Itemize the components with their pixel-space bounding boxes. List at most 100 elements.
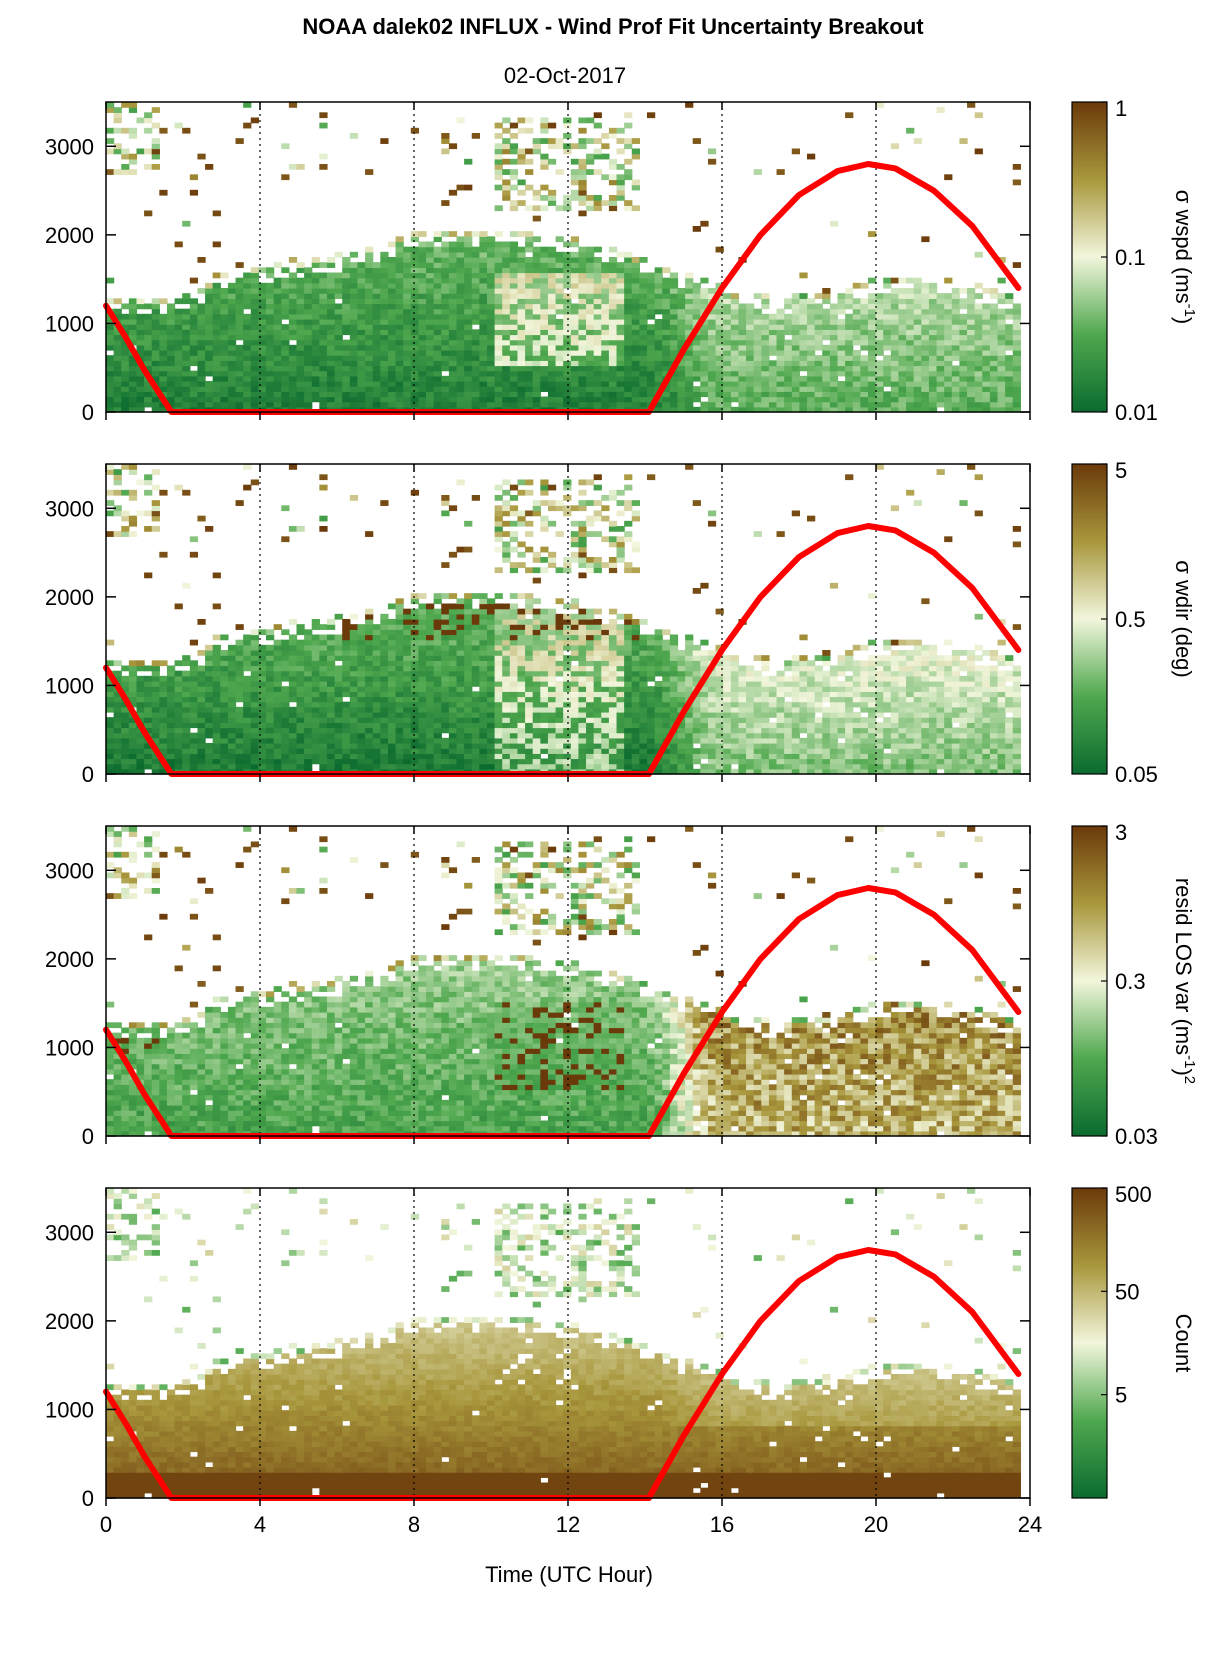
heatmap-cell xyxy=(662,350,670,356)
heatmap-cell xyxy=(571,252,579,258)
heatmap-cell xyxy=(304,329,312,335)
heatmap-cell xyxy=(304,335,312,341)
heatmap-cell xyxy=(380,671,388,677)
heatmap-cell xyxy=(319,314,327,320)
heatmap-cell xyxy=(738,381,746,387)
heatmap-cell xyxy=(197,402,205,408)
heatmap-cell xyxy=(403,376,411,382)
heatmap-cell xyxy=(479,604,487,610)
heatmap-cell xyxy=(441,319,449,325)
heatmap-cell xyxy=(434,350,442,356)
heatmap-cell xyxy=(799,345,807,351)
heatmap-cell xyxy=(617,273,625,279)
heatmap-cell xyxy=(190,386,198,392)
heatmap-cell xyxy=(441,712,449,718)
heatmap-cell xyxy=(944,381,952,387)
heatmap-cell xyxy=(510,262,518,268)
heatmap-cell xyxy=(738,304,746,310)
heatmap-cell xyxy=(380,743,388,749)
heatmap-cell xyxy=(243,350,251,356)
heatmap-cell xyxy=(144,391,152,397)
heatmap-cell xyxy=(114,340,122,346)
heatmap-cell xyxy=(281,335,289,341)
heatmap-cell xyxy=(274,681,282,687)
heatmap-cell xyxy=(418,304,426,310)
heatmap-cell xyxy=(510,397,518,403)
heatmap-cell xyxy=(350,707,358,713)
heatmap-cell xyxy=(548,355,556,361)
heatmap-cell xyxy=(373,273,381,279)
heatmap-cell xyxy=(205,645,213,651)
heatmap-cell xyxy=(266,738,274,744)
heatmap-cell xyxy=(243,371,251,377)
heatmap-cell xyxy=(213,376,221,382)
heatmap-cell xyxy=(220,386,228,392)
heatmap-cell xyxy=(563,376,571,382)
heatmap-cell xyxy=(106,702,114,708)
heatmap-cell xyxy=(891,360,899,366)
heatmap-cell xyxy=(357,681,365,687)
heatmap-cell xyxy=(807,355,815,361)
heatmap-cell xyxy=(723,355,731,361)
heatmap-cell xyxy=(251,681,259,687)
heatmap-cell xyxy=(777,360,785,366)
heatmap-cell xyxy=(510,293,518,299)
heatmap-cell xyxy=(617,340,625,346)
heatmap-cell xyxy=(312,345,320,351)
heatmap-cell xyxy=(944,355,952,361)
heatmap-cell xyxy=(586,200,594,206)
heatmap-cell xyxy=(601,283,609,289)
heatmap-cell xyxy=(929,304,937,310)
heatmap-cell xyxy=(929,391,937,397)
heatmap-cell xyxy=(502,371,510,377)
heatmap-cell xyxy=(396,267,404,273)
heatmap-cell xyxy=(761,376,769,382)
heatmap-cell xyxy=(533,366,541,372)
heatmap-cell xyxy=(807,324,815,330)
heatmap-cell xyxy=(510,371,518,377)
heatmap-cell xyxy=(982,371,990,377)
heatmap-cell xyxy=(578,185,586,191)
heatmap-cell xyxy=(190,712,198,718)
heatmap-cell xyxy=(281,324,289,330)
heatmap-cell xyxy=(479,753,487,759)
heatmap-cell xyxy=(571,340,579,346)
heatmap-cell xyxy=(952,335,960,341)
heatmap-cell xyxy=(327,624,335,630)
heatmap-cell xyxy=(129,671,137,677)
heatmap-cell xyxy=(121,391,129,397)
heatmap-cell xyxy=(495,298,503,304)
heatmap-cell xyxy=(449,505,457,511)
heatmap-cell xyxy=(152,345,160,351)
heatmap-cell xyxy=(578,309,586,315)
heatmap-cell xyxy=(1005,397,1013,403)
heatmap-cell xyxy=(914,397,922,403)
heatmap-cell xyxy=(396,278,404,284)
heatmap-cell xyxy=(152,371,160,377)
heatmap-cell xyxy=(403,764,411,770)
heatmap-cell xyxy=(799,360,807,366)
heatmap-cell xyxy=(586,329,594,335)
heatmap-cell xyxy=(533,355,541,361)
heatmap-cell xyxy=(540,128,548,134)
heatmap-cell xyxy=(327,329,335,335)
heatmap-cell xyxy=(533,293,541,299)
heatmap-cell xyxy=(639,283,647,289)
heatmap-cell xyxy=(228,340,236,346)
heatmap-cell xyxy=(807,386,815,392)
heatmap-cell xyxy=(457,298,465,304)
heatmap-cell xyxy=(136,402,144,408)
heatmap-cell xyxy=(929,324,937,330)
heatmap-cell xyxy=(883,335,891,341)
heatmap-cell xyxy=(281,293,289,299)
heatmap-cell xyxy=(319,355,327,361)
heatmap-cell xyxy=(403,609,411,615)
heatmap-cell xyxy=(525,360,533,366)
heatmap-cell xyxy=(434,712,442,718)
heatmap-cell xyxy=(952,319,960,325)
heatmap-cell xyxy=(350,314,358,320)
heatmap-cell xyxy=(380,335,388,341)
heatmap-cell xyxy=(464,329,472,335)
heatmap-cell xyxy=(388,722,396,728)
heatmap-cell xyxy=(136,748,144,754)
